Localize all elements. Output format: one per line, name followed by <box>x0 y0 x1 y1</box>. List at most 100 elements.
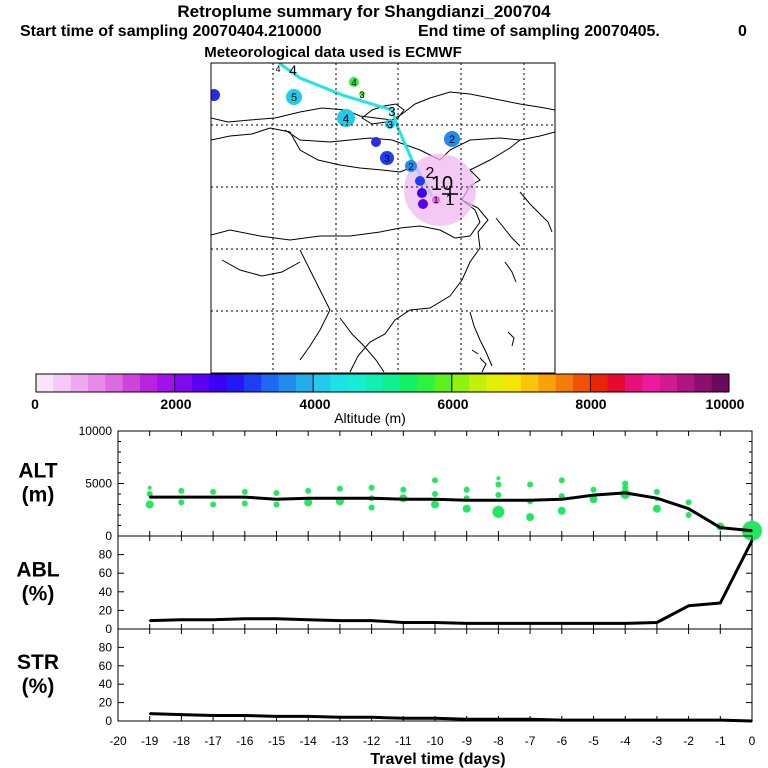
series-point <box>751 529 753 532</box>
series-point <box>719 719 722 721</box>
plume-number-3: 3 <box>387 120 393 131</box>
y-tick-label: 0 <box>105 529 112 543</box>
x-tick-label: -19 <box>141 734 159 748</box>
y-axis-label: (%) <box>22 675 55 698</box>
plume-number-4: 4 <box>275 64 280 74</box>
series-point <box>529 622 531 625</box>
colorbar-segment <box>313 374 332 392</box>
series-point <box>339 497 341 500</box>
colorbar-segment <box>642 374 661 392</box>
series-point <box>434 717 436 720</box>
series-point <box>370 497 373 500</box>
series-point <box>434 498 436 501</box>
series-point <box>561 622 563 625</box>
series-point <box>148 619 151 622</box>
panel-frame <box>117 430 753 537</box>
x-tick-label: -11 <box>395 734 412 748</box>
series-point <box>719 602 722 604</box>
series-point <box>687 507 690 510</box>
x-tick-label: -5 <box>588 734 599 748</box>
colorbar-segment <box>503 374 522 392</box>
map-panel: 5 4 3 44 4 33 3 2 2 210 11 <box>210 62 556 374</box>
altitude-colorbar <box>35 373 730 393</box>
plume-number-4: 4 <box>351 78 357 89</box>
series-point <box>370 716 373 719</box>
panel-abl: 0 20 40 60 80 ABL(%) <box>16 535 754 636</box>
plume-marker <box>211 89 220 101</box>
end-time-value: 0 <box>738 23 747 40</box>
series-point <box>529 718 531 720</box>
x-tick-label: -2 <box>683 734 694 748</box>
plume-marker: 4 <box>337 109 355 127</box>
y-tick-label: 0 <box>105 622 112 636</box>
colorbar-segment <box>70 374 89 392</box>
plume-number-3: 3 <box>359 90 364 100</box>
colorbar-segment <box>174 374 193 392</box>
alt-dot <box>432 491 438 497</box>
colorbar-axis-label: Altitude (m) <box>334 410 406 426</box>
colorbar-tick-2000: 2000 <box>160 396 191 412</box>
colorbar-segment <box>625 374 643 392</box>
x-tick-label: -17 <box>204 734 222 748</box>
colorbar-segment <box>399 374 418 392</box>
colorbar-segment <box>382 374 401 392</box>
series-point <box>148 496 151 498</box>
series-point <box>624 719 626 721</box>
y-axis-label: (%) <box>22 583 55 606</box>
series-point <box>402 498 405 501</box>
alt-dot <box>431 500 439 509</box>
plume-marker: 44 <box>275 63 297 78</box>
colorbar-segment <box>659 374 678 392</box>
colorbar-segment <box>87 374 106 392</box>
x-tick-label: -10 <box>426 734 444 748</box>
plume-centroid-track <box>278 63 434 197</box>
plume-marker: 5 <box>286 89 302 105</box>
colorbar-segment <box>139 374 158 392</box>
series-point <box>497 718 500 720</box>
plume-marker: 3 <box>380 151 394 165</box>
alt-dot <box>304 498 313 507</box>
alt-dot <box>463 486 470 493</box>
x-tick-label: -15 <box>268 734 286 748</box>
series-point <box>180 496 183 498</box>
colorbar-segment <box>486 374 505 392</box>
x-tick-label: -3 <box>652 734 663 748</box>
series-point <box>434 621 436 624</box>
series-point <box>148 712 151 715</box>
panel-frame <box>117 535 753 630</box>
colorbar-segment <box>538 374 557 392</box>
colorbar-tick-4000: 4000 <box>299 396 330 412</box>
x-tick-label: -4 <box>620 734 631 748</box>
y-tick-label: 10000 <box>79 424 113 438</box>
x-tick-label: -16 <box>236 734 254 748</box>
colorbar-segment <box>555 374 574 392</box>
colorbar-tick-10000: 10000 <box>706 396 745 412</box>
plume-number-2: 2 <box>449 134 455 146</box>
colorbar-segment <box>694 374 713 392</box>
colorbar-segment <box>122 374 141 392</box>
series-point <box>592 622 595 625</box>
series-point <box>465 622 468 625</box>
colorbar-segment <box>365 374 383 392</box>
y-tick-label: 0 <box>105 714 112 728</box>
plume-marker <box>417 188 427 198</box>
alt-dot <box>495 492 502 499</box>
series-point <box>370 619 373 622</box>
series-point <box>751 539 753 542</box>
x-tick-label: -7 <box>525 734 536 748</box>
alt-dot <box>241 488 248 495</box>
alt-dot <box>492 505 505 518</box>
x-tick-label: -12 <box>363 734 381 748</box>
colorbar-segment <box>711 374 730 392</box>
plume-number-10: 10 <box>431 173 453 195</box>
x-tick-label: -8 <box>493 734 504 748</box>
series-line <box>149 712 753 723</box>
alt-dot <box>210 501 217 508</box>
plume-marker <box>371 137 381 147</box>
colorbar-tick-labels: 0 2000 4000 6000 8000 10000 <box>31 396 745 412</box>
y-axis-label: ALT <box>18 460 57 483</box>
colorbar-tick-0: 0 <box>31 396 39 412</box>
colorbar-segment <box>330 374 349 392</box>
colorbar-frame <box>35 373 730 393</box>
